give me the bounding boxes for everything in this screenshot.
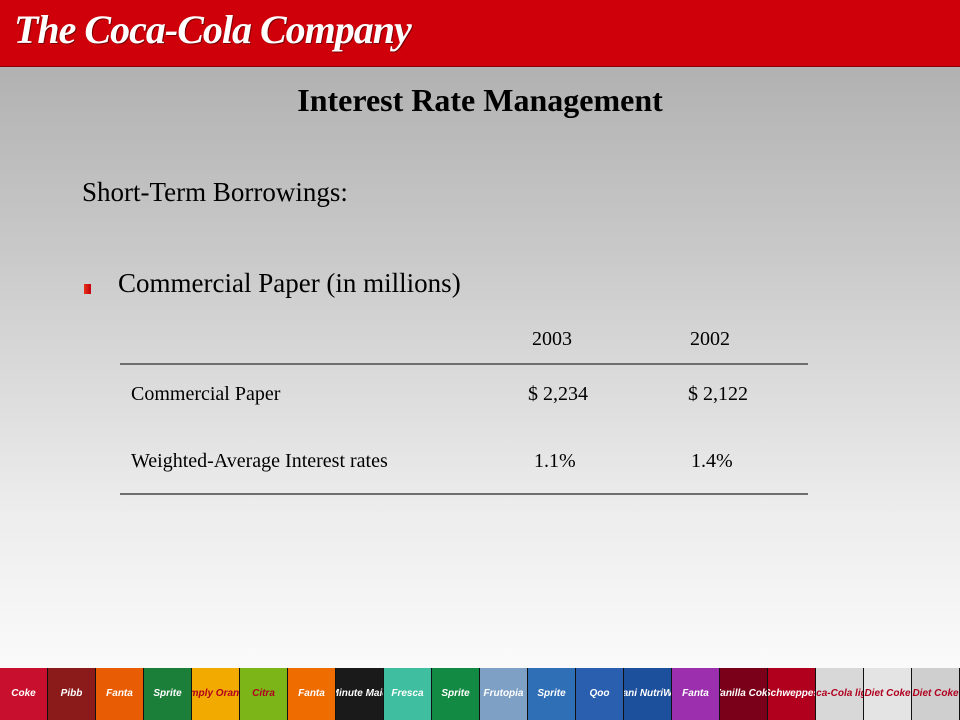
brand-can-image: Citra: [240, 668, 288, 720]
brand-can-image: Sprite: [432, 668, 480, 720]
brand-can-image: Pibb: [48, 668, 96, 720]
brand-can-image: Schweppes: [768, 668, 816, 720]
slide-subtitle: Short-Term Borrowings:: [82, 177, 348, 207]
table-cell: 1.4%: [691, 450, 733, 472]
brand-can-image: Frutopia: [480, 668, 528, 720]
slide-title: Interest Rate Management: [297, 82, 663, 118]
brand-can-image: Sprite: [528, 668, 576, 720]
column-header-2002: 2002: [690, 328, 730, 350]
brand-can-image: Dasani NutriWater: [624, 668, 672, 720]
header-bar: The Coca-Cola Company: [0, 0, 960, 67]
brand-can-image: Fanta: [672, 668, 720, 720]
brand-can-image: Qoo: [576, 668, 624, 720]
brand-can-image: Coke: [0, 668, 48, 720]
company-logo: The Coca-Cola Company: [14, 7, 412, 52]
brand-can-image: Minute Maid: [336, 668, 384, 720]
table-top-rule: [120, 363, 808, 365]
brand-can-image: Simply Orange: [192, 668, 240, 720]
table-row-label: Commercial Paper: [131, 383, 281, 405]
table-cell: $ 2,122: [688, 383, 748, 405]
brand-cans-strip: CokePibbFantaSpriteSimply OrangeCitraFan…: [0, 668, 960, 720]
brand-can-image: Fresca: [384, 668, 432, 720]
brand-can-image: Vanilla Coke: [720, 668, 768, 720]
bullet-text: Commercial Paper (in millions): [118, 268, 461, 298]
brand-can-image: Fanta: [288, 668, 336, 720]
bullet-square-icon: [84, 284, 91, 294]
column-header-2003: 2003: [532, 328, 572, 350]
table-bottom-rule: [120, 493, 808, 495]
table-cell: 1.1%: [534, 450, 576, 472]
table-row-label: Weighted-Average Interest rates: [131, 450, 388, 472]
brand-can-image: Sprite: [144, 668, 192, 720]
brand-can-image: Coca-Cola light: [816, 668, 864, 720]
brand-can-image: Diet Coke: [864, 668, 912, 720]
brand-can-image: Diet Coke: [912, 668, 960, 720]
table-cell: $ 2,234: [528, 383, 588, 405]
brand-can-image: Fanta: [96, 668, 144, 720]
